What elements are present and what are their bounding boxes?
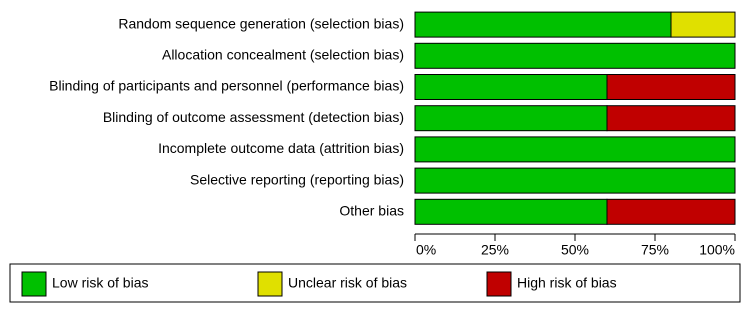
bar-segment bbox=[606, 74, 736, 100]
legend-swatch bbox=[257, 271, 283, 297]
legend-swatch bbox=[486, 271, 512, 297]
bar-segment bbox=[670, 11, 736, 38]
bar-segment bbox=[414, 42, 736, 69]
legend-box bbox=[9, 263, 741, 303]
bar-segment bbox=[414, 167, 736, 194]
bar-segment bbox=[606, 105, 736, 132]
bar-segment bbox=[414, 136, 736, 163]
x-tick-label: 100% bbox=[699, 242, 735, 258]
x-tick-label: 0% bbox=[416, 242, 436, 258]
category-label: Blinding of participants and personnel (… bbox=[49, 78, 404, 94]
bar-segment bbox=[414, 105, 608, 132]
legend-label: Unclear risk of bias bbox=[288, 275, 407, 291]
legend-label: Low risk of bias bbox=[52, 275, 148, 291]
legend-label: High risk of bias bbox=[517, 275, 617, 291]
category-label: Blinding of outcome assessment (detectio… bbox=[103, 109, 404, 125]
bar-segment bbox=[414, 198, 608, 225]
x-tick-label: 25% bbox=[481, 242, 509, 258]
bar-segment bbox=[414, 11, 672, 38]
category-label: Selective reporting (reporting bias) bbox=[190, 171, 404, 187]
category-label: Allocation concealment (selection bias) bbox=[162, 47, 404, 63]
category-label: Other bias bbox=[339, 203, 404, 219]
category-label: Random sequence generation (selection bi… bbox=[118, 15, 404, 31]
legend-swatch bbox=[21, 271, 47, 297]
x-tick-label: 75% bbox=[641, 242, 669, 258]
x-tick-label: 50% bbox=[561, 242, 589, 258]
category-label: Incomplete outcome data (attrition bias) bbox=[158, 140, 404, 156]
bar-segment bbox=[414, 74, 608, 100]
bar-segment bbox=[606, 198, 736, 225]
